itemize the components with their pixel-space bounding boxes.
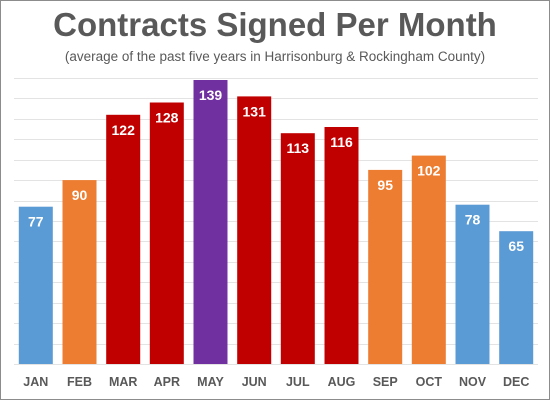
data-label-jul: 113 (287, 140, 310, 156)
chart-subtitle: (average of the past five years in Harri… (64, 49, 486, 64)
data-label-jan: 77 (28, 214, 44, 230)
bar-feb (62, 180, 97, 364)
data-label-may: 139 (199, 87, 223, 103)
bar-aug (324, 127, 359, 364)
bar-dec (499, 231, 534, 364)
bars (18, 80, 534, 365)
bar-jul (280, 133, 315, 364)
data-label-sep: 95 (377, 177, 393, 193)
chart-title: Contracts Signed Per Month (53, 6, 497, 43)
bar-may (193, 80, 228, 364)
x-tick-jul: JUL (286, 375, 310, 389)
data-label-apr: 128 (155, 110, 179, 126)
x-tick-aug: AUG (328, 375, 356, 389)
x-tick-apr: APR (154, 375, 180, 389)
bar-nov (455, 204, 490, 364)
x-tick-jun: JUN (242, 375, 267, 389)
bar-jan (18, 206, 53, 364)
bar-sep (368, 169, 403, 364)
bar-jun (237, 96, 272, 365)
x-tick-feb: FEB (67, 375, 92, 389)
x-tick-nov: NOV (459, 375, 487, 389)
data-label-mar: 122 (112, 122, 136, 138)
data-label-dec: 65 (508, 238, 524, 254)
data-label-nov: 78 (465, 212, 481, 228)
data-labels: 77 90 122 128 139 131 113 116 95 102 78 65 (28, 87, 524, 254)
bar-apr (149, 102, 184, 364)
x-tick-sep: SEP (373, 375, 398, 389)
bar-oct (411, 155, 446, 364)
data-label-jun: 131 (243, 103, 267, 119)
x-tick-may: MAY (197, 375, 224, 389)
x-axis-ticks: JAN FEB MAR APR MAY JUN JUL AUG SEP OCT NOV DEC (23, 375, 529, 389)
x-tick-jan: JAN (23, 375, 48, 389)
data-label-oct: 102 (417, 163, 441, 179)
x-tick-mar: MAR (109, 375, 137, 389)
data-label-feb: 90 (72, 187, 88, 203)
bar-mar (106, 114, 141, 364)
x-tick-dec: DEC (503, 375, 529, 389)
gridlines (14, 78, 538, 365)
x-tick-oct: OCT (416, 375, 443, 389)
data-label-aug: 116 (330, 134, 353, 150)
